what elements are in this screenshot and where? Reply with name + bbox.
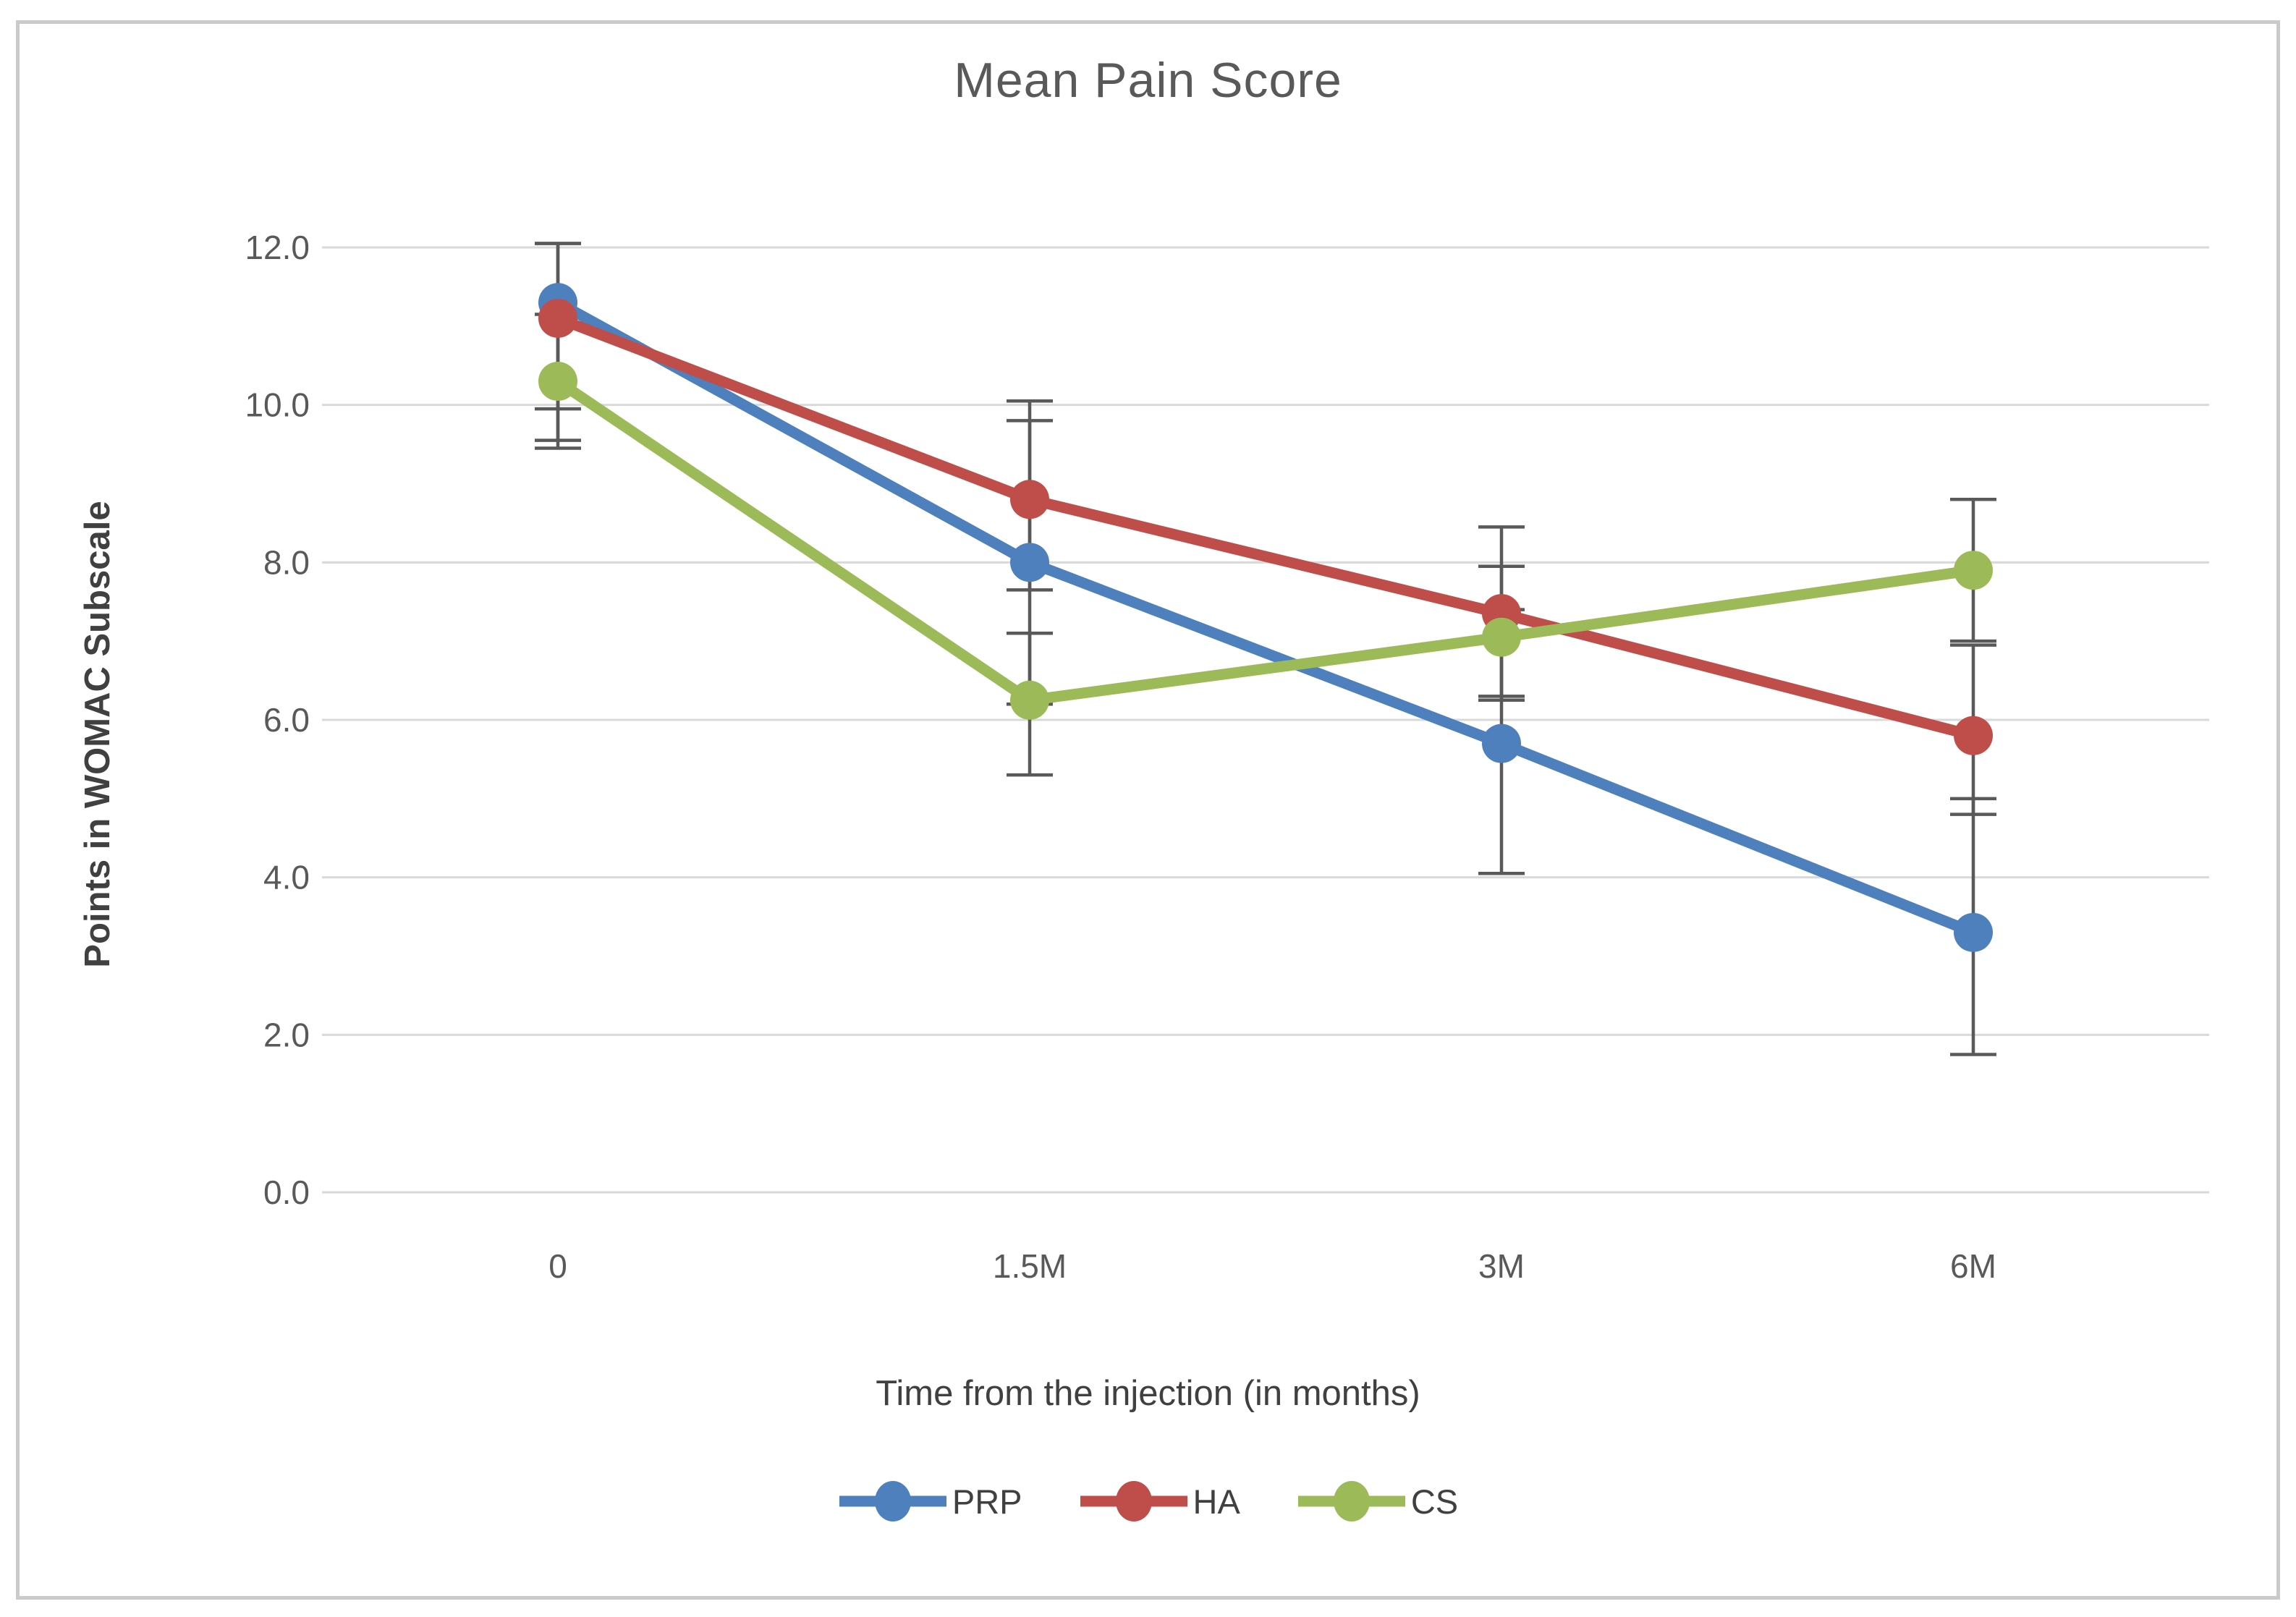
y-tick-label: 12.0 <box>245 229 310 266</box>
series-line-cs <box>552 375 1979 706</box>
legend-item-ha: HA <box>1079 1478 1240 1524</box>
x-tick-label: 0 <box>548 1247 567 1285</box>
legend: PRP HA CS <box>0 1465 2296 1537</box>
gridlines <box>322 246 2209 1194</box>
data-point-prp <box>1010 543 1049 582</box>
legend-item-prp: PRP <box>838 1478 1022 1524</box>
legend-swatch-ha <box>1080 1481 1187 1521</box>
y-tick-label: 8.0 <box>263 543 310 581</box>
legend-item-cs: CS <box>1297 1478 1458 1524</box>
x-axis-title: Time from the injection (in months) <box>876 1374 1420 1413</box>
x-tick-label: 6M <box>1950 1247 1996 1285</box>
data-point-prp <box>1482 723 1521 763</box>
data-point-prp <box>1954 912 1993 952</box>
y-tick-label: 2.0 <box>263 1016 310 1053</box>
data-series <box>538 283 1993 952</box>
y-tick-label: 10.0 <box>245 386 310 424</box>
series-line-ha <box>552 313 1979 742</box>
legend-swatch-cs <box>1297 1481 1405 1521</box>
data-point-cs <box>1482 617 1521 657</box>
data-point-ha <box>1010 480 1049 519</box>
y-axis-tick-labels: 12.0 10.0 8.0 6.0 4.0 2.0 0.0 <box>245 229 310 1211</box>
data-point-ha <box>1954 716 1993 755</box>
y-tick-label: 6.0 <box>263 701 310 739</box>
legend-label-prp: PRP <box>952 1482 1022 1521</box>
y-axis-title: Points in WOMAC Subscale <box>78 501 117 968</box>
series-line-prp <box>552 297 1979 938</box>
legend-swatch-prp <box>839 1481 946 1521</box>
legend-marker-icon <box>1333 1481 1370 1521</box>
chart-title: Mean Pain Score <box>954 53 1342 108</box>
data-point-cs <box>1954 551 1993 590</box>
data-point-ha <box>538 298 577 338</box>
x-tick-label: 1.5M <box>993 1247 1067 1285</box>
legend-marker-icon <box>1115 1481 1152 1521</box>
data-point-cs <box>538 362 577 402</box>
legend-label-cs: CS <box>1410 1482 1459 1521</box>
x-axis-tick-labels: 0 1.5M 3M 6M <box>548 1247 1996 1285</box>
data-point-cs <box>1010 680 1049 720</box>
legend-label-ha: HA <box>1193 1482 1240 1521</box>
y-tick-label: 4.0 <box>263 859 310 896</box>
x-tick-label: 3M <box>1478 1247 1525 1285</box>
legend-marker-icon <box>874 1481 911 1521</box>
y-tick-label: 0.0 <box>263 1174 310 1211</box>
